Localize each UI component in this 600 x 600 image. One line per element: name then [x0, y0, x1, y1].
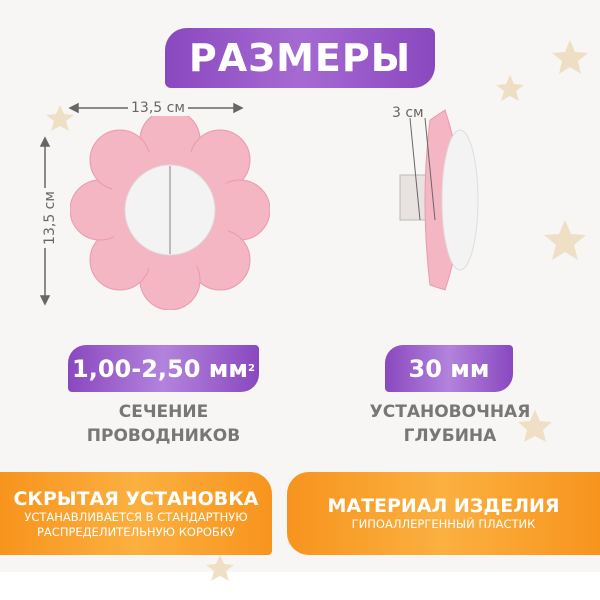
switch-side-view: [399, 109, 479, 291]
cross-section-label: СЕЧЕНИЕ ПРОВОДНИКОВ: [68, 400, 259, 448]
cross-section-value: 1,00-2,50 мм: [72, 354, 248, 383]
label-line: ГЛУБИНА: [403, 426, 497, 446]
cross-section-badge: 1,00-2,50 мм 2: [68, 345, 259, 392]
star-icon: [544, 220, 586, 260]
label-line: ПРОВОДНИКОВ: [86, 426, 241, 446]
star-icon: [496, 75, 524, 101]
feature-material: МАТЕРИАЛ ИЗДЕЛИЯ ГИПОАЛЛЕРГЕННЫЙ ПЛАСТИК: [287, 472, 600, 555]
label-line: УСТАНОВОЧНАЯ: [369, 402, 531, 422]
label-line: СЕЧЕНИЕ: [118, 402, 209, 422]
height-dimension: 13,5 см: [41, 188, 58, 248]
switch-front-view: [70, 110, 270, 310]
superscript: 2: [248, 363, 255, 374]
feature-hidden-install: СКРЫТАЯ УСТАНОВКА УСТАНАВЛИВАЕТСЯ В СТАН…: [0, 472, 272, 555]
star-icon: [206, 555, 234, 581]
width-dimension: 13,5 см: [128, 100, 188, 116]
depth-dimension: 3 см: [392, 105, 424, 121]
star-icon: [552, 40, 588, 74]
feature-text: РАСПРЕДЕЛИТЕЛЬНУЮ КОРОБКУ: [37, 524, 235, 539]
star-icon: [518, 410, 552, 442]
feature-title: СКРЫТАЯ УСТАНОВКА: [13, 487, 259, 510]
dimension-arrows: [39, 102, 244, 306]
feature-text: УСТАНАВЛИВАЕТСЯ В СТАНДАРТНУЮ: [24, 509, 248, 524]
feature-text: ГИПОАЛЛЕРГЕННЫЙ ПЛАСТИК: [351, 517, 536, 531]
feature-title: МАТЕРИАЛ ИЗДЕЛИЯ: [327, 495, 560, 517]
depth-badge: 30 мм: [385, 345, 513, 392]
page-title: РАЗМЕРЫ: [165, 28, 435, 88]
depth-label: УСТАНОВОЧНАЯ ГЛУБИНА: [350, 400, 550, 448]
star-icon: [46, 105, 74, 131]
